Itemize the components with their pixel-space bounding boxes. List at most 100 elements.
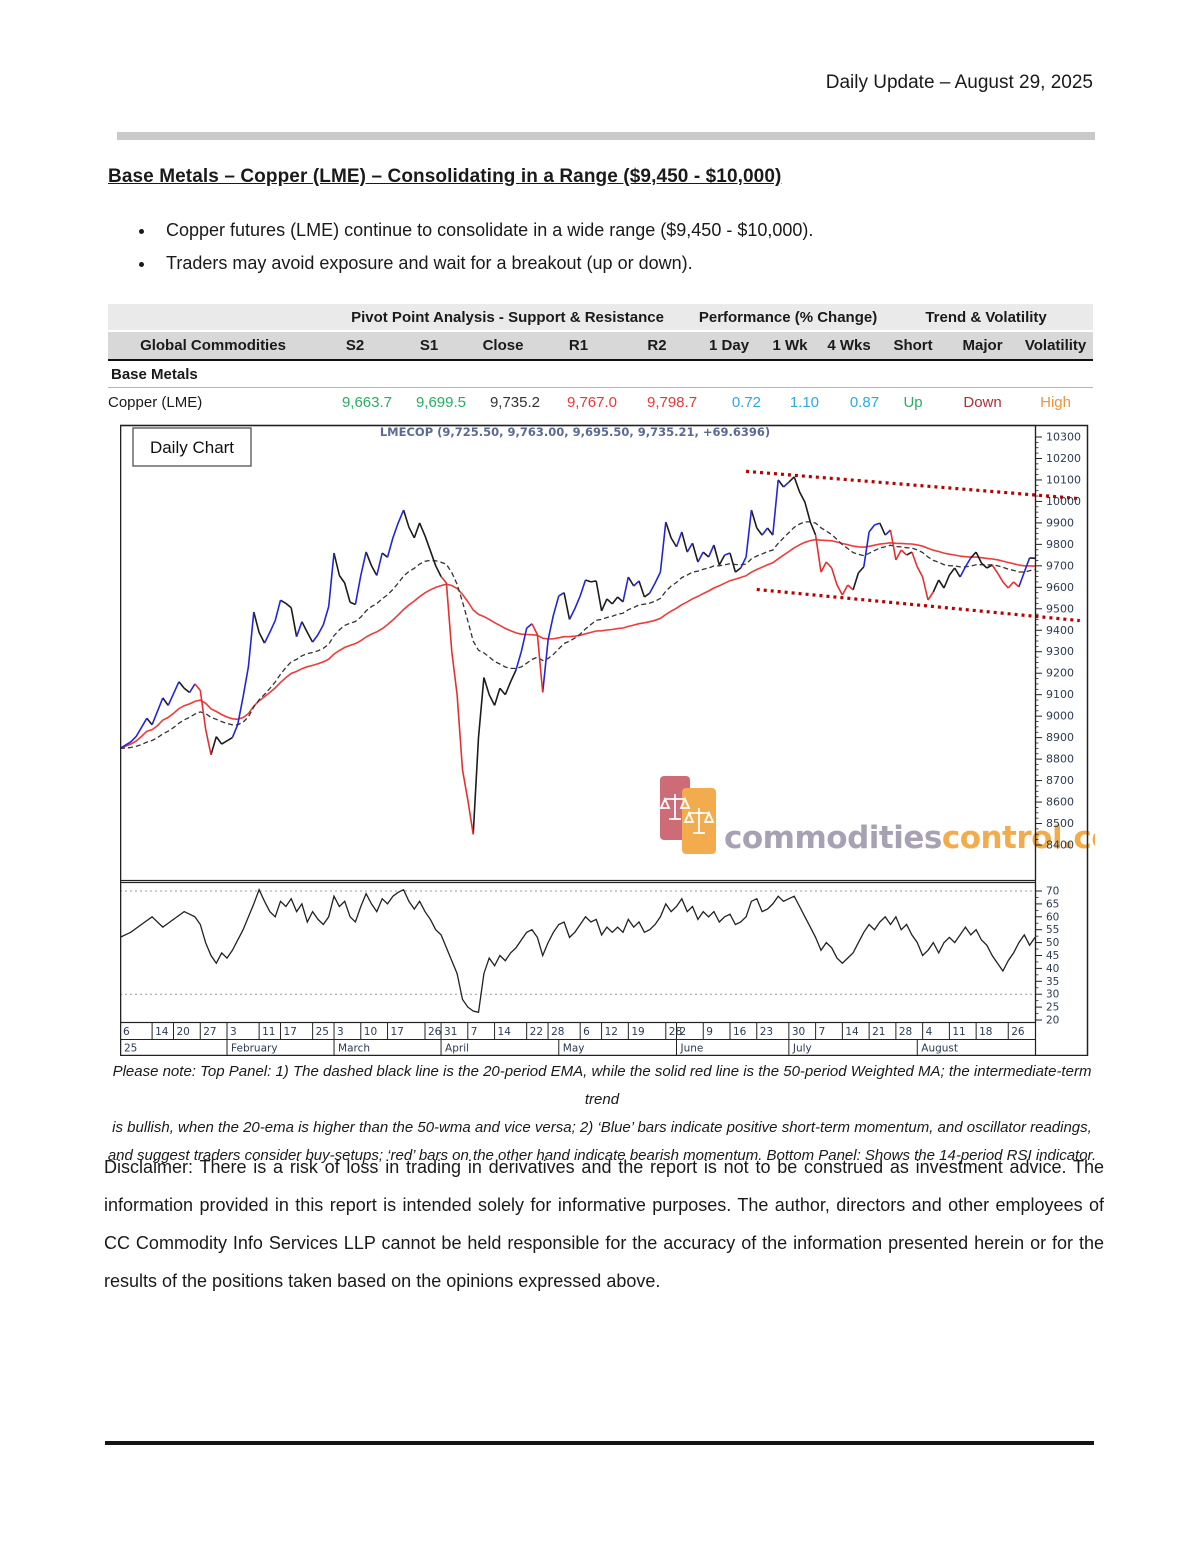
- month-label: March: [338, 1043, 370, 1055]
- bullet-item-1: Traders may avoid exposure and wait for …: [156, 253, 1076, 274]
- date-tick-label: 28: [669, 1026, 682, 1038]
- table-cell-r0-c7: 1.10: [789, 393, 820, 411]
- month-label: June: [679, 1043, 703, 1055]
- rsi-tick-label: 20: [1046, 1015, 1059, 1027]
- price-tick-label: 9800: [1046, 538, 1074, 551]
- price-tick-label: 8700: [1046, 774, 1074, 787]
- header-divider-bar: [117, 132, 1095, 140]
- date-tick-label: 6: [123, 1026, 130, 1038]
- price-tick-label: 9300: [1046, 645, 1074, 658]
- table-cell-r0-c10: Down: [963, 393, 1002, 411]
- date-tick-label: 11: [952, 1026, 965, 1038]
- chart-title: LMECOP (9,725.50, 9,763.00, 9,695.50, 9,…: [380, 425, 770, 439]
- price-tick-label: 8400: [1046, 839, 1074, 852]
- wma-50-line: [119, 538, 1036, 750]
- date-tick-label: 21: [872, 1026, 885, 1038]
- table-cell-r0-c11: High: [1040, 393, 1071, 411]
- scales-icon-left: [659, 794, 691, 820]
- table-cell-r0-c0: Copper (LME): [108, 393, 203, 411]
- price-tick-label: 10100: [1046, 473, 1081, 486]
- price-line-red: [194, 529, 1020, 835]
- summary-table-wrap: Pivot Point Analysis - Support & Resista…: [108, 304, 1094, 416]
- chart-note-line-0: Please note: Top Panel: 1) The dashed bl…: [112, 1063, 1092, 1108]
- rsi-tick-label: 65: [1046, 898, 1059, 910]
- date-tick-label: 6: [583, 1026, 590, 1038]
- chart-background: [120, 420, 1095, 1056]
- price-tick-label: 9600: [1046, 581, 1074, 594]
- date-tick-label: 22: [530, 1026, 543, 1038]
- trendline-lower: [756, 587, 1080, 623]
- date-tick-label: 3: [230, 1026, 237, 1038]
- date-tick-label: 27: [203, 1026, 216, 1038]
- group-header-performance: Performance (% Change): [697, 304, 880, 332]
- date-tick-label: 3: [337, 1026, 344, 1038]
- price-tick-label: 9100: [1046, 688, 1074, 701]
- date-tick-label: 18: [979, 1026, 992, 1038]
- date-tick-label: 25: [316, 1026, 329, 1038]
- summary-table: Pivot Point Analysis - Support & Resista…: [108, 304, 1094, 416]
- month-label: July: [792, 1043, 812, 1055]
- table-cell-r0-c4: 9,767.0: [566, 393, 617, 411]
- rsi-tick-label: 30: [1046, 989, 1059, 1001]
- price-line-blue: [119, 479, 1031, 750]
- column-header-4: R1: [540, 331, 617, 360]
- price-chart: commoditiescontrol.com8400 8500 8600 8700 88…: [119, 420, 1144, 1057]
- date-tick-label: 12: [605, 1026, 618, 1038]
- column-header-8: 4 Wks: [819, 331, 880, 360]
- price-tick-label: 8900: [1046, 731, 1074, 744]
- table-cell-r0-c9: Up: [903, 393, 923, 411]
- column-header-10: Major: [947, 331, 1019, 360]
- month-label: February: [231, 1043, 278, 1055]
- group-header-trend: Trend & Volatility: [879, 304, 1094, 332]
- price-tick-label: 9500: [1046, 602, 1074, 615]
- rsi-line: [119, 888, 1036, 1014]
- table-cell-r0-c2: 9,699.5: [415, 393, 466, 411]
- date-tick-label: 17: [284, 1026, 297, 1038]
- date-tick-label: 10: [364, 1026, 377, 1038]
- footer-rule: [105, 1441, 1094, 1445]
- rsi-tick-label: 25: [1046, 1002, 1059, 1014]
- rsi-tick-label: 55: [1046, 924, 1059, 936]
- price-tick-label: 9000: [1046, 710, 1074, 723]
- table-cell-r0-c5: 9,798.7: [646, 393, 698, 411]
- date-tick-label: 30: [792, 1026, 805, 1038]
- chart-note-line-2: and suggest traders consider buy-setups;…: [107, 1147, 1097, 1164]
- daily-chart-box: [132, 427, 252, 467]
- price-tick-label: 10300: [1046, 431, 1081, 444]
- chart-note: Please note: Top Panel: 1) The dashed bl…: [100, 1058, 1104, 1170]
- column-header-5: R2: [617, 331, 698, 360]
- scales-icon-right: [683, 808, 715, 834]
- rsi-tick-label: 35: [1046, 976, 1059, 988]
- rsi-tick-label: 50: [1046, 937, 1059, 949]
- disclaimer-text: Disclaimer: There is a risk of loss in t…: [104, 1157, 1104, 1291]
- date-tick-label: 16: [733, 1026, 747, 1038]
- date-tick-label: 9: [706, 1026, 713, 1038]
- rsi-tick-label: 45: [1046, 950, 1059, 962]
- column-header-1: S2: [318, 331, 392, 360]
- ema-20-line: [119, 521, 1036, 750]
- price-tick-label: 9700: [1046, 559, 1074, 572]
- chart-note-line-1: is bullish, when the 20-ema is higher th…: [112, 1119, 1092, 1136]
- price-tick-label: 10200: [1046, 452, 1081, 465]
- price-tick-label: 8600: [1046, 796, 1074, 809]
- date-tick-label: 17: [391, 1026, 404, 1038]
- date-tick-label: 19: [631, 1026, 644, 1038]
- section-row-base-metals: Base Metals: [108, 360, 1094, 388]
- date-tick-label: 28: [551, 1026, 564, 1038]
- table-cell-r0-c8: 0.87: [849, 393, 880, 411]
- column-header-7: 1 Wk: [761, 331, 820, 360]
- date-tick-label: 14: [845, 1026, 859, 1038]
- column-header-3: Close: [466, 331, 540, 360]
- column-header-2: S1: [392, 331, 466, 360]
- date-tick-label: 14: [155, 1026, 169, 1038]
- column-header-6: 1 Day: [697, 331, 762, 360]
- group-header-blank: [108, 304, 318, 332]
- bullet-item-0: Copper futures (LME) continue to consoli…: [156, 220, 1076, 241]
- date-tick-label: 7: [819, 1026, 826, 1038]
- month-label: May: [563, 1043, 585, 1055]
- column-header-0: Global Commodities: [108, 331, 318, 360]
- month-label: April: [445, 1043, 469, 1055]
- table-cell-r0-c6: 0.72: [731, 393, 762, 411]
- watermark-text: commoditiescontrol.com: [724, 820, 1095, 856]
- price-line-black: [146, 476, 1036, 835]
